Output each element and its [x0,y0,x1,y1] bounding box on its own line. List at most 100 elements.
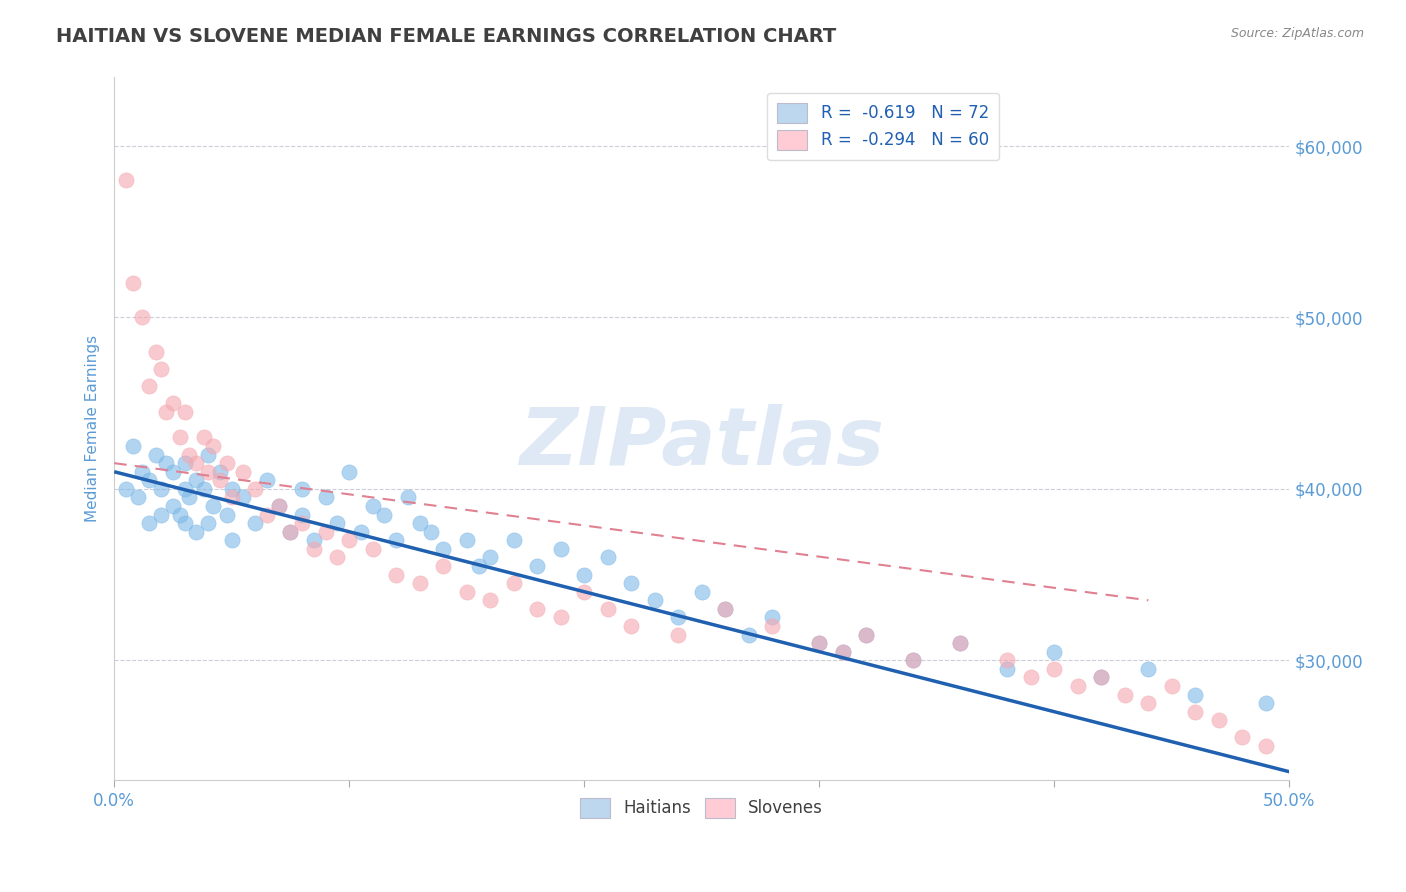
Point [479,593,502,607]
Point [291,508,314,522]
Point [197,516,219,530]
Point [169,508,191,522]
Point [1254,696,1277,710]
Point [138,379,160,393]
Point [302,541,325,556]
Point [186,473,208,487]
Point [197,448,219,462]
Point [169,430,191,444]
Point [1114,688,1136,702]
Point [145,344,167,359]
Point [162,465,184,479]
Point [526,559,548,574]
Point [666,627,689,641]
Point [162,499,184,513]
Point [215,456,238,470]
Point [280,524,302,539]
Point [201,499,224,513]
Point [145,448,167,462]
Point [361,499,384,513]
Point [193,430,215,444]
Point [1090,670,1112,684]
Point [1160,679,1182,693]
Point [150,362,173,376]
Point [193,482,215,496]
Point [215,508,238,522]
Point [995,662,1018,676]
Point [256,508,278,522]
Point [267,499,290,513]
Point [1137,696,1160,710]
Point [761,610,783,624]
Point [644,593,666,607]
Point [714,602,737,616]
Point [574,584,596,599]
Point [949,636,972,650]
Point [1184,705,1206,719]
Legend: Haitians, Slovenes: Haitians, Slovenes [574,791,830,825]
Point [131,465,153,479]
Point [456,533,478,548]
Point [550,541,572,556]
Point [245,482,267,496]
Point [479,550,502,565]
Point [173,456,195,470]
Point [596,550,619,565]
Point [831,645,853,659]
Point [1043,662,1066,676]
Point [256,473,278,487]
Point [150,508,173,522]
Point [138,473,160,487]
Point [245,516,267,530]
Point [179,491,201,505]
Point [115,482,138,496]
Point [150,482,173,496]
Point [620,576,643,591]
Point [432,559,454,574]
Point [173,516,195,530]
Point [420,524,443,539]
Point [131,310,153,325]
Point [1090,670,1112,684]
Point [1043,645,1066,659]
Point [221,533,243,548]
Point [831,645,853,659]
Point [995,653,1018,667]
Point [291,482,314,496]
Point [690,584,713,599]
Point [526,602,548,616]
Point [326,550,349,565]
Point [808,636,831,650]
Point [574,567,596,582]
Point [337,533,360,548]
Point [1184,688,1206,702]
Point [179,448,201,462]
Point [186,456,208,470]
Point [337,465,360,479]
Point [232,491,254,505]
Point [903,653,925,667]
Point [291,516,314,530]
Point [502,533,524,548]
Point [1067,679,1090,693]
Point [155,456,177,470]
Text: ZIPatlas: ZIPatlas [519,404,884,482]
Point [138,516,160,530]
Point [208,473,231,487]
Point [467,559,489,574]
Y-axis label: Median Female Earnings: Median Female Earnings [86,335,100,523]
Point [315,524,337,539]
Point [949,636,972,650]
Point [173,482,195,496]
Point [502,576,524,591]
Point [666,610,689,624]
Text: Source: ZipAtlas.com: Source: ZipAtlas.com [1230,27,1364,40]
Point [173,405,195,419]
Point [122,276,145,290]
Point [855,627,877,641]
Point [208,465,231,479]
Point [280,524,302,539]
Point [302,533,325,548]
Point [1254,739,1277,753]
Point [855,627,877,641]
